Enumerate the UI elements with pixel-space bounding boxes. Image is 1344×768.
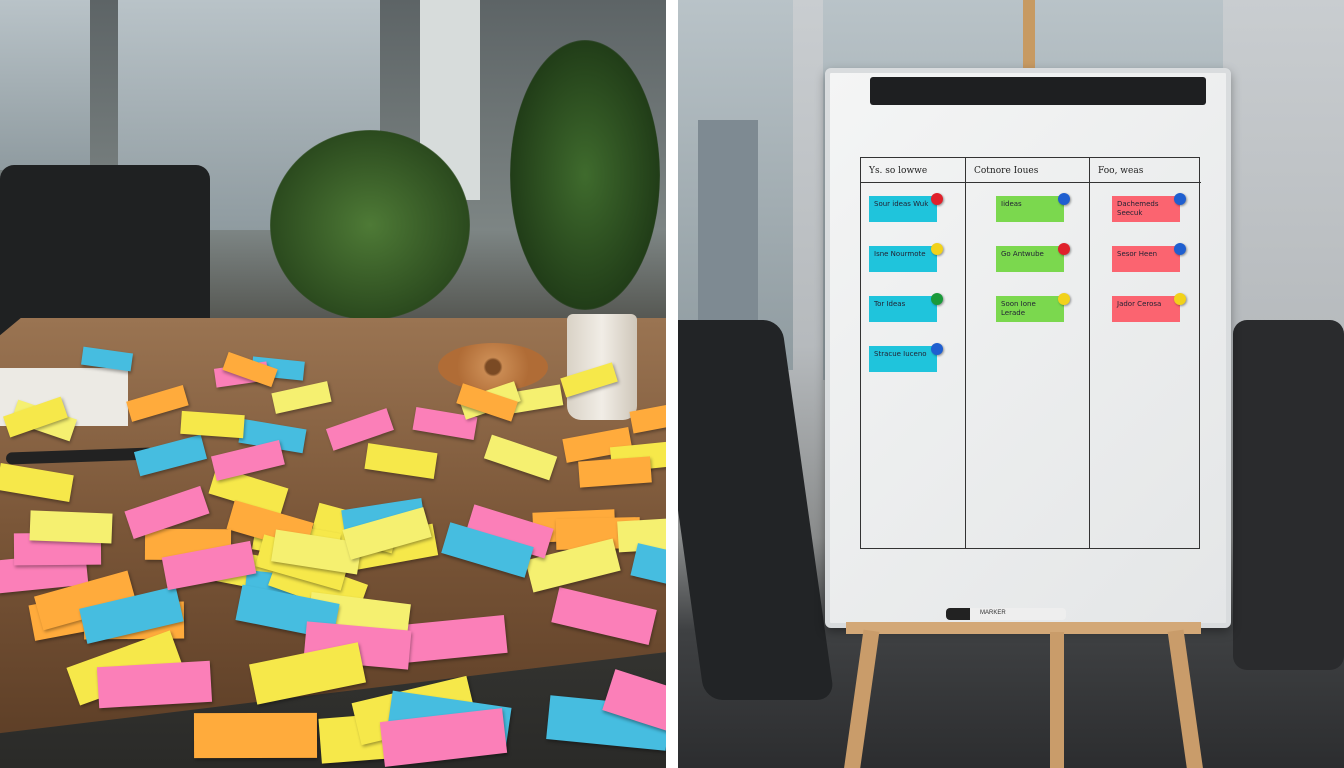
- window: [0, 0, 90, 170]
- column-header: Foo, weas: [1098, 166, 1144, 176]
- magnet-pin-icon: [1174, 293, 1186, 305]
- easel-tray: [846, 622, 1201, 634]
- office-chair: [1233, 320, 1344, 670]
- whiteboard: Ys. so lowwe Sour ideas Wuk Isne Nourmote T…: [825, 68, 1231, 628]
- marker: MARKER: [946, 608, 1066, 620]
- kanban-card: Stracue Iuceno: [869, 343, 943, 372]
- magnet-pin-icon: [931, 243, 943, 255]
- kanban-grid: Ys. so lowwe Sour ideas Wuk Isne Nourmote T…: [860, 157, 1201, 549]
- magnet-pin-icon: [931, 293, 943, 305]
- bagel: [438, 343, 548, 391]
- kanban-column: Ys. so lowwe Sour ideas Wuk Isne Nourmote T…: [861, 158, 965, 548]
- kanban-card: Isne Nourmote: [869, 243, 943, 272]
- easel-leg: [1050, 632, 1064, 768]
- magnet-pin-icon: [931, 343, 943, 355]
- sticky-note: [578, 456, 652, 489]
- kanban-card: Soon Ione Lerade: [996, 293, 1070, 322]
- plant: [510, 40, 660, 310]
- kanban-card: Go Antwube: [996, 243, 1070, 272]
- column-header: Cotnore Ioues: [974, 166, 1039, 176]
- kanban-card: Tor Ideas: [869, 293, 943, 322]
- sticky-note: [29, 510, 113, 544]
- plant: [270, 130, 470, 320]
- kanban-card: Jador Cerosa: [1112, 293, 1186, 322]
- sticky-note: [194, 712, 318, 758]
- header-divider: [861, 182, 965, 183]
- kanban-card: Sesor Heen: [1112, 243, 1186, 272]
- sticky-note: [96, 660, 212, 709]
- kanban-column: Cotnore Ioues Iideas Go Antwube Soon Ione L…: [965, 158, 1089, 548]
- magnet-pin-icon: [1058, 193, 1070, 205]
- magnet-pin-icon: [1174, 193, 1186, 205]
- whiteboard-easel-photo: Ys. so lowwe Sour ideas Wuk Isne Nourmote T…: [678, 0, 1344, 768]
- kanban-card: Iideas: [996, 193, 1070, 222]
- sticky-notes-table-photo: [0, 0, 666, 768]
- magnet-pin-icon: [1174, 243, 1186, 255]
- easel-leg: [1167, 629, 1205, 768]
- magnet-pin-icon: [1058, 243, 1070, 255]
- easel-leg: [842, 629, 880, 768]
- kanban-card: Dachemeds Seecuk: [1112, 193, 1186, 222]
- magnet-pin-icon: [931, 193, 943, 205]
- building: [698, 120, 758, 320]
- column-header: Ys. so lowwe: [869, 166, 928, 176]
- kanban-column: Foo, weas Dachemeds Seecuk Sesor Heen Jador…: [1089, 158, 1201, 548]
- header-divider: [1090, 182, 1201, 183]
- kanban-card: Sour ideas Wuk: [869, 193, 943, 222]
- magnet-pin-icon: [1058, 293, 1070, 305]
- whiteboard-clip-bar: [870, 77, 1206, 105]
- sticky-note: [179, 410, 244, 438]
- easel-top: [1023, 0, 1035, 70]
- header-divider: [966, 182, 1089, 183]
- office-chair: [678, 320, 835, 700]
